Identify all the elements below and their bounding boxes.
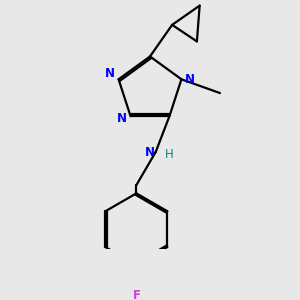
Text: N: N <box>145 146 155 158</box>
Text: N: N <box>185 73 195 86</box>
Text: N: N <box>105 67 115 80</box>
Text: H: H <box>165 148 174 161</box>
Text: F: F <box>132 289 140 300</box>
Text: N: N <box>117 112 127 125</box>
